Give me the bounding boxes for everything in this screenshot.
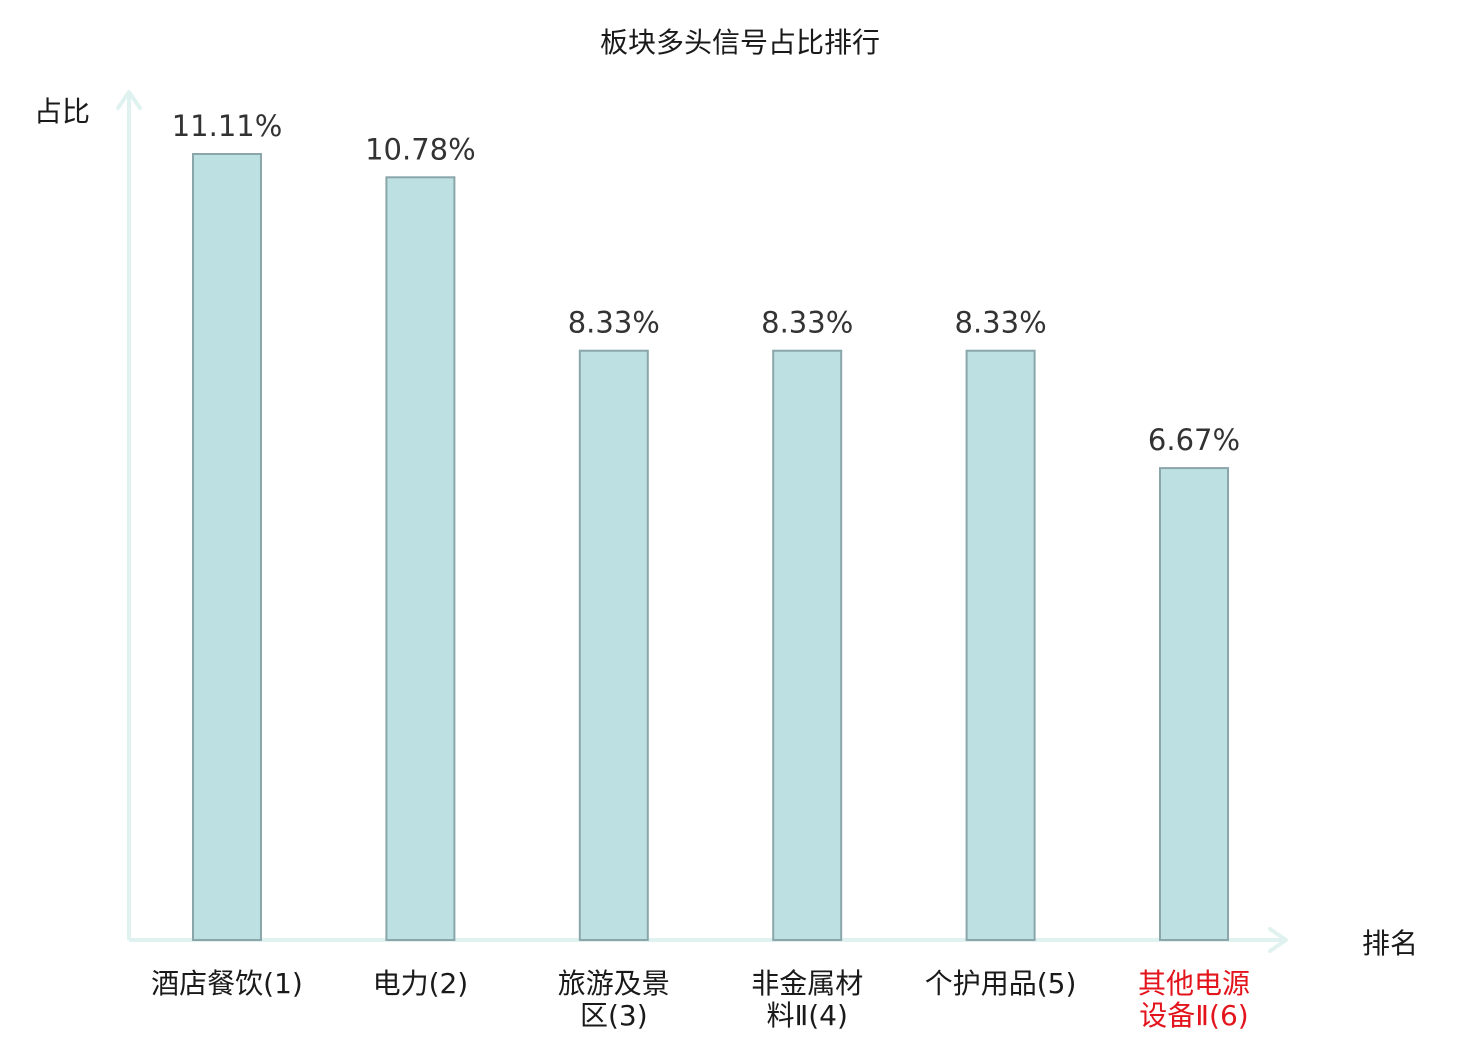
bar xyxy=(192,153,262,941)
x-tick-label-line: 酒店餐饮(1) xyxy=(151,967,303,1000)
category-labels: 酒店餐饮(1) 电力(2) 旅游及景区(3) 非金属材料Ⅱ(4) 个护用品(5) 其他电源… xyxy=(151,967,1250,1032)
x-axis-arrow-icon xyxy=(1268,927,1288,953)
bar-value-label: 11.11% xyxy=(172,109,283,143)
bar xyxy=(1159,467,1229,941)
bar-value-label: 8.33% xyxy=(568,306,660,340)
x-tick-label-line: 旅游及景 xyxy=(558,967,670,1000)
x-tick-label: 酒店餐饮(1) xyxy=(151,967,303,1000)
x-tick-label-line: 其他电源 xyxy=(1138,967,1250,1000)
x-tick-label-line: 非金属材 xyxy=(751,967,863,1000)
x-tick-label-line: 料Ⅱ(4) xyxy=(766,999,847,1032)
x-tick-label: 电力(2) xyxy=(373,967,469,1000)
x-tick-label-line: 区(3) xyxy=(580,999,648,1032)
bar-value-label: 8.33% xyxy=(955,306,1047,340)
bar-value-label: 6.67% xyxy=(1148,423,1240,457)
bar xyxy=(965,349,1036,941)
x-tick-label-line: 个护用品(5) xyxy=(925,967,1077,1000)
x-tick-label: 旅游及景区(3) xyxy=(558,967,670,1032)
x-tick-label: 个护用品(5) xyxy=(925,967,1077,1000)
x-tick-label-line: 电力(2) xyxy=(373,967,469,1000)
bars xyxy=(192,153,1229,942)
bar-value-label: 10.78% xyxy=(365,132,476,166)
x-tick-label: 非金属材料Ⅱ(4) xyxy=(751,967,863,1032)
x-tick-label: 其他电源设备Ⅱ(6) xyxy=(1138,967,1250,1032)
bar xyxy=(772,349,843,941)
chart-title: 板块多头信号占比排行 xyxy=(600,26,880,59)
bar xyxy=(578,349,649,941)
y-axis-arrow-icon xyxy=(116,90,142,110)
bar xyxy=(385,176,456,942)
value-labels: 11.11% 10.78% 8.33% 8.33% 8.33% 6.67% xyxy=(172,109,1240,457)
x-tick-label-line: 设备Ⅱ(6) xyxy=(1139,999,1248,1032)
axes xyxy=(116,90,1288,953)
bar-value-label: 8.33% xyxy=(761,306,853,340)
x-axis-label: 排名 xyxy=(1362,927,1418,960)
y-axis-label: 占比 xyxy=(34,95,90,128)
